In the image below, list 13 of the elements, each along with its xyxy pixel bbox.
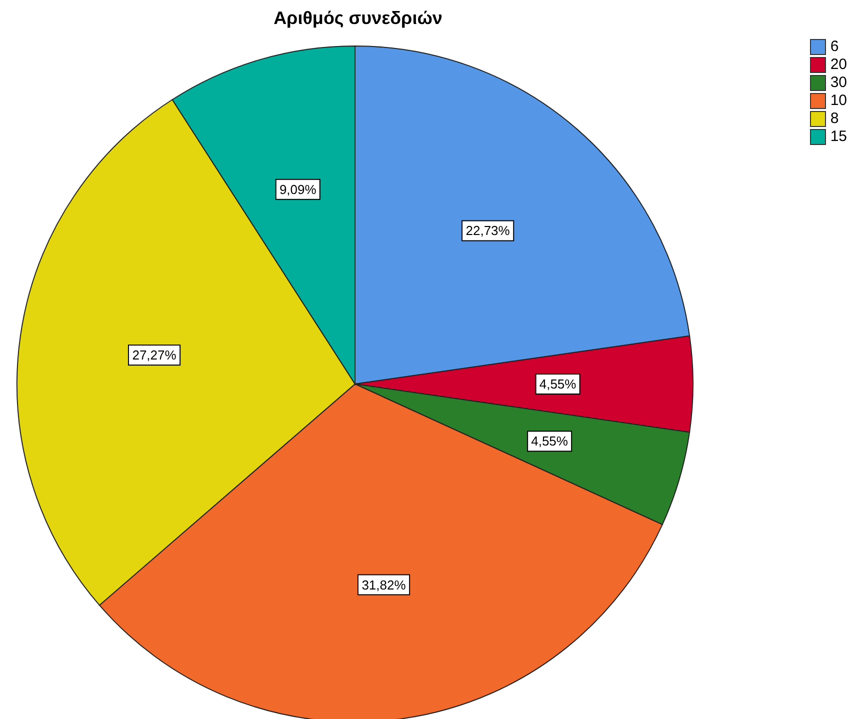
legend-label: 6 xyxy=(830,38,839,56)
legend-label: 30 xyxy=(830,74,847,92)
data-label: 31,82% xyxy=(362,577,406,592)
data-label: 22,73% xyxy=(466,223,510,238)
legend-label: 10 xyxy=(830,92,847,110)
data-label: 4,55% xyxy=(539,376,577,392)
chart-title: Αριθμός συνεδριών xyxy=(272,8,444,29)
data-label: 9,09% xyxy=(279,182,317,197)
legend-label: 20 xyxy=(830,56,847,74)
data-label: 27,27% xyxy=(132,348,177,363)
data-label: 4,55% xyxy=(531,434,568,449)
legend-label: 8 xyxy=(830,110,839,128)
legend-label: 15 xyxy=(830,128,847,146)
